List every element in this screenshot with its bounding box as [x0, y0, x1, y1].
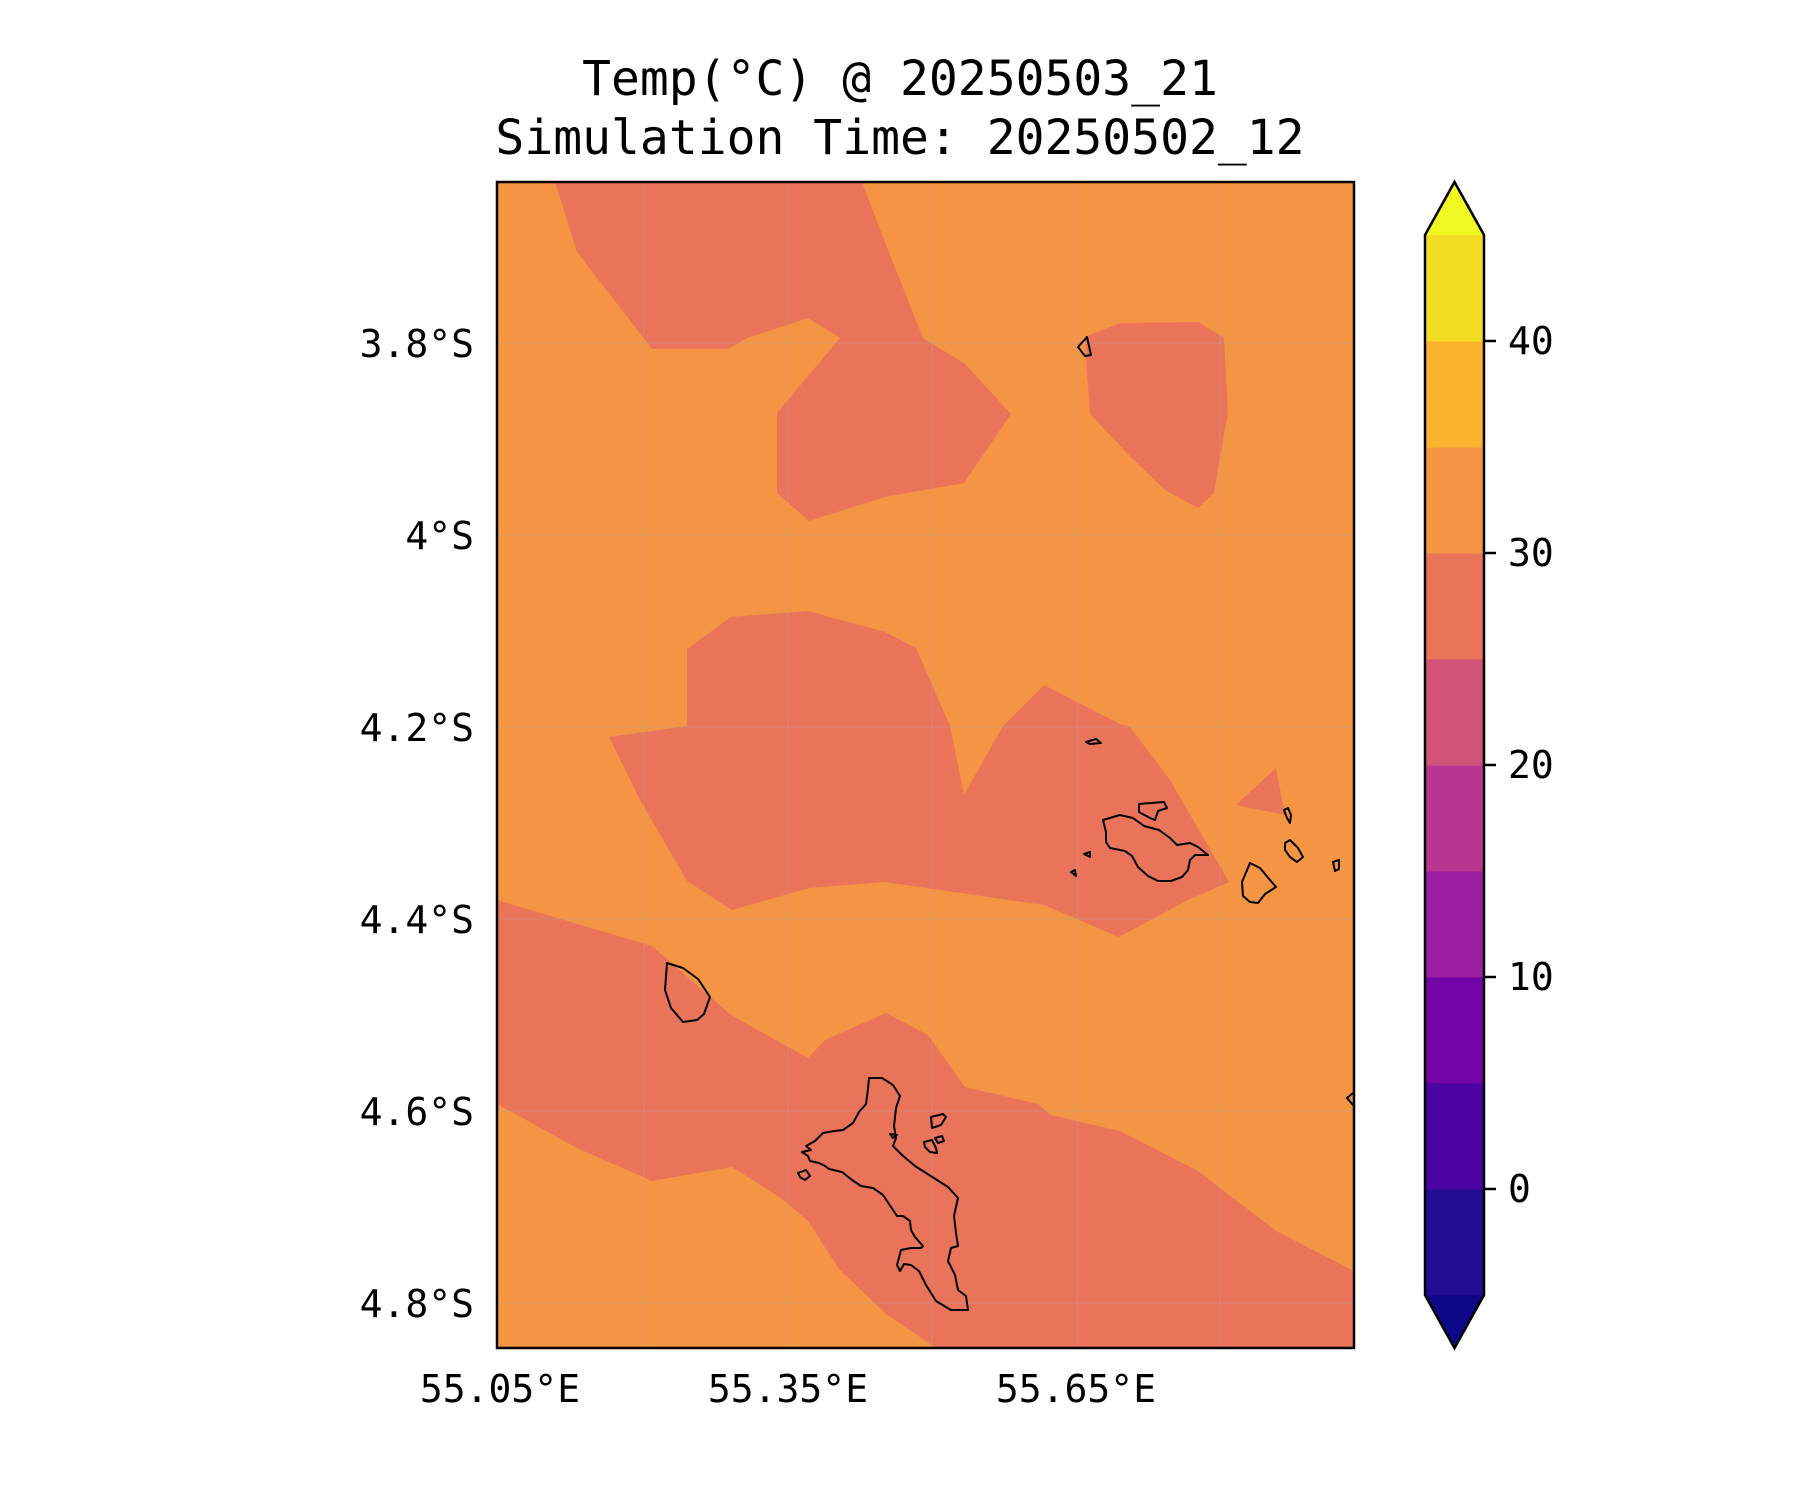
lat-tick-labels: 3.8°S 4°S 4.2°S 4.4°S 4.6°S 4.8°S — [360, 322, 474, 1326]
lon-tick-label: 55.05°E — [420, 1367, 580, 1411]
coastline-islet-9 — [934, 1135, 945, 1144]
coastline-islet-5 — [1083, 851, 1091, 858]
cool-region-south — [497, 900, 1354, 1348]
colorbar: 0 10 20 30 40 — [1423, 179, 1554, 1351]
chart-title: Temp(°C) @ 20250503_21 — [582, 51, 1218, 107]
coastline-islet-6 — [1070, 869, 1077, 877]
colorbar-tick-label: 10 — [1508, 955, 1554, 999]
colorbar-segment — [1425, 1189, 1484, 1296]
colorbar-segment — [1425, 659, 1484, 766]
lon-tick-label: 55.35°E — [708, 1367, 868, 1411]
coastline-islet-10 — [797, 1169, 811, 1181]
cool-region-central — [609, 611, 1229, 937]
coastline-mahe — [801, 1077, 969, 1311]
coastline-felicite — [1284, 839, 1304, 863]
cool-region-north — [555, 182, 1011, 521]
coastline-islet-1 — [1283, 807, 1292, 824]
colorbar-outline — [1423, 179, 1486, 1351]
coastline-islet-11 — [889, 1133, 898, 1139]
colorbar-segment — [1425, 341, 1484, 448]
coastline-islet-7 — [930, 1113, 947, 1129]
colorbar-segment — [1425, 553, 1484, 660]
map-area — [495, 180, 1356, 1350]
coastline-praslin — [1102, 814, 1209, 882]
coastline-islet-4 — [1085, 738, 1102, 745]
colorbar-under-arrow — [1425, 1295, 1484, 1348]
lon-tick-label: 55.65°E — [996, 1367, 1156, 1411]
coastlines — [664, 336, 1354, 1311]
coastline-la-digue — [1241, 862, 1277, 904]
lon-tick-labels: 55.05°E 55.35°E 55.65°E — [420, 1367, 1156, 1411]
colorbar-segment — [1425, 1083, 1484, 1190]
colorbar-segment — [1425, 235, 1484, 342]
colorbar-over-arrow — [1425, 182, 1484, 235]
colorbar-segment — [1425, 977, 1484, 1084]
grid-lines — [497, 182, 1354, 1348]
lat-tick-label: 4.2°S — [360, 706, 474, 750]
lat-tick-label: 4°S — [405, 514, 474, 558]
coastline-aride-north — [1077, 336, 1092, 357]
colorbar-tick-label: 0 — [1508, 1167, 1531, 1211]
map-frame — [495, 180, 1356, 1350]
coastline-islet-2 — [1332, 859, 1340, 872]
coastline-silhouette — [664, 962, 711, 1023]
colorbar-segment — [1425, 447, 1484, 554]
coastline-curieuse — [1138, 801, 1168, 821]
lat-tick-label: 4.6°S — [360, 1090, 474, 1134]
cool-region-central-patch — [1236, 768, 1285, 815]
coastline-islet-3 — [1346, 1092, 1354, 1106]
colorbar-tick-label: 40 — [1508, 319, 1554, 363]
chart-subtitle: Simulation Time: 20250502_12 — [495, 110, 1305, 166]
lat-tick-label: 3.8°S — [360, 322, 474, 366]
colorbar-segment — [1425, 871, 1484, 978]
lat-tick-label: 4.4°S — [360, 898, 474, 942]
coastline-islet-8 — [923, 1139, 938, 1154]
colorbar-segment — [1425, 765, 1484, 872]
colorbar-tick-label: 20 — [1508, 743, 1554, 787]
colorbar-tick-label: 30 — [1508, 531, 1554, 575]
cool-region-northeast — [1085, 322, 1228, 508]
lat-tick-label: 4.8°S — [360, 1282, 474, 1326]
